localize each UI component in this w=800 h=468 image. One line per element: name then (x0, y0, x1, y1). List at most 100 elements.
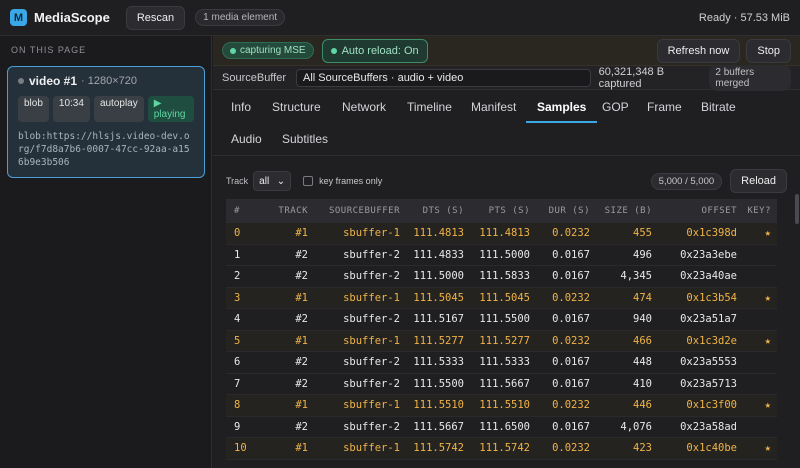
cell-dur: 0.0167 (552, 356, 590, 369)
tab-subtitles[interactable]: Subtitles (282, 132, 329, 146)
cell-pts: 111.5500 (479, 313, 530, 326)
merged-badge: 2 buffers merged (709, 64, 791, 91)
cell-size: 474 (633, 291, 652, 304)
cell-sb: sbuffer-1 (343, 227, 400, 240)
cell-sb: sbuffer-1 (343, 399, 400, 412)
cell-track: #1 (295, 291, 308, 304)
reload-button[interactable]: Reload (730, 169, 787, 193)
table-row[interactable]: 9 #2 sbuffer-2 111.5667 111.6500 0.0167 4,076 0… (226, 417, 777, 438)
cell-size: 496 (633, 248, 652, 261)
table-header: # TRACK SOURCEBUFFER DTS (S) PTS (S) DUR… (226, 199, 777, 223)
chip-playing-label: playing (153, 109, 186, 120)
tab-timeline[interactable]: Timeline (407, 100, 452, 114)
cell-i: 2 (234, 270, 241, 283)
cell-track: #1 (295, 399, 308, 412)
table-row[interactable]: 1 #2 sbuffer-2 111.4833 111.5000 0.0167 496 0x2… (226, 245, 777, 266)
col-pts: PTS (S) (488, 206, 530, 216)
cell-dts: 111.5167 (413, 313, 464, 326)
table-row[interactable]: 5 #1 sbuffer-1 111.5277 111.5277 0.0232 466 0x1… (226, 330, 777, 352)
cell-dur: 0.0167 (552, 248, 590, 261)
scrollbar[interactable] (795, 156, 799, 468)
chip-duration: 10:34 (52, 96, 90, 122)
sourcebuffer-row: SourceBuffer All SourceBuffers · audio +… (213, 64, 800, 91)
cell-key: ★ (764, 399, 771, 412)
cell-pts: 111.5277 (479, 334, 530, 347)
col-track: TRACK (278, 206, 308, 216)
tab-samples[interactable]: Samples (526, 91, 598, 123)
table-row[interactable]: 10 #1 sbuffer-1 111.5742 111.5742 0.0232 423 0x… (226, 438, 777, 460)
stop-button[interactable]: Stop (746, 38, 791, 63)
media-card-chips: blob 10:34 autoplay ▶ playing (18, 96, 194, 122)
tab-network[interactable]: Network (342, 100, 387, 114)
cell-offset: 0x23a40ae (680, 270, 737, 283)
cell-pts: 111.5667 (479, 377, 530, 390)
table-row[interactable]: 7 #2 sbuffer-2 111.5500 111.5667 0.0167 410 0x2… (226, 374, 777, 395)
cell-size: 940 (633, 313, 652, 326)
cell-size: 4,076 (620, 420, 652, 433)
tab-gop[interactable]: GOP (602, 100, 629, 114)
samples-toolbar: Track all ⌄ key frames only 5,000 / 5,000… (213, 168, 800, 194)
cell-size: 446 (633, 399, 652, 412)
track-select-value: all (259, 175, 270, 187)
table-row[interactable]: 6 #2 sbuffer-2 111.5333 111.5333 0.0167 448 0x2… (226, 352, 777, 374)
col-index: # (234, 206, 240, 216)
auto-reload-toggle[interactable]: Auto reload: On (321, 38, 428, 63)
cell-dts: 111.5510 (413, 399, 464, 412)
refresh-now-button[interactable]: Refresh now (656, 38, 741, 63)
tab-frame[interactable]: Frame (647, 100, 682, 114)
table-row[interactable]: 3 #1 sbuffer-1 111.5045 111.5045 0.0232 474 0x1… (226, 287, 777, 309)
table-row[interactable]: 8 #1 sbuffer-1 111.5510 111.5510 0.0232 446 0x1… (226, 395, 777, 417)
sourcebuffer-select[interactable]: All SourceBuffers · audio + video (296, 68, 591, 87)
cell-sb: sbuffer-2 (343, 420, 400, 433)
table-row[interactable]: 0 #1 sbuffer-1 111.4813 111.4813 0.0232 455 0x1… (226, 223, 777, 245)
cell-dts: 111.5277 (413, 334, 464, 347)
cell-track: #1 (295, 227, 308, 240)
cell-dur: 0.0232 (552, 227, 590, 240)
cell-size: 423 (633, 442, 652, 455)
keyframes-checkbox[interactable] (303, 176, 314, 186)
tab-bitrate[interactable]: Bitrate (701, 100, 736, 114)
sample-count-badge: 5,000 / 5,000 (650, 172, 723, 190)
cell-track: #2 (295, 356, 308, 369)
cell-key: ★ (764, 291, 771, 304)
cell-dur: 0.0167 (552, 420, 590, 433)
scroll-thumb[interactable] (795, 194, 799, 224)
cell-sb: sbuffer-1 (343, 291, 400, 304)
cell-size: 455 (633, 227, 652, 240)
tab-audio[interactable]: Audio (231, 132, 262, 146)
cell-dts: 111.5500 (413, 377, 464, 390)
cell-i: 5 (234, 334, 241, 347)
table-row[interactable]: 4 #2 sbuffer-2 111.5167 111.5500 0.0167 940 0x2… (226, 309, 777, 331)
col-sourcebuffer: SOURCEBUFFER (328, 206, 400, 216)
track-select[interactable]: all ⌄ (253, 171, 292, 191)
app-logo-icon: M (10, 9, 27, 26)
cell-pts: 111.5833 (479, 270, 530, 283)
table-row[interactable]: 2 #2 sbuffer-2 111.5000 111.5833 0.0167 4,345 0… (226, 266, 777, 288)
cell-i: 10 (234, 442, 247, 455)
cell-sb: sbuffer-1 (343, 334, 400, 347)
cell-pts: 111.5510 (479, 399, 530, 412)
cell-sb: sbuffer-2 (343, 248, 400, 261)
cell-offset: 0x1c398d (686, 227, 737, 240)
tab-structure[interactable]: Structure (272, 100, 321, 114)
tab-info[interactable]: Info (231, 100, 252, 114)
cell-track: #1 (295, 442, 308, 455)
app-name: MediaScope (34, 10, 110, 25)
cell-dur: 0.0232 (552, 442, 590, 455)
sidebar-heading: ON THIS PAGE (11, 45, 87, 55)
media-card[interactable]: video #1 · 1280×720 blob 10:34 autoplay … (7, 66, 205, 178)
rescan-button[interactable]: Rescan (125, 5, 186, 30)
cell-track: #2 (295, 270, 308, 283)
tab-manifest[interactable]: Manifest (471, 100, 517, 114)
cell-offset: 0x1c3b54 (686, 291, 737, 304)
cell-size: 466 (633, 334, 652, 347)
cell-offset: 0x1c3f00 (686, 399, 737, 412)
status-dot-icon (18, 78, 24, 84)
cell-sb: sbuffer-2 (343, 270, 400, 283)
chevron-down-icon: ⌄ (276, 175, 286, 187)
cell-dur: 0.0167 (552, 270, 590, 283)
sourcebuffer-label: SourceBuffer (222, 71, 287, 84)
cell-offset: 0x1c3d2e (686, 334, 737, 347)
table-body: 0 #1 sbuffer-1 111.4813 111.4813 0.0232 455 0x1… (226, 223, 777, 460)
cell-track: #1 (295, 334, 308, 347)
